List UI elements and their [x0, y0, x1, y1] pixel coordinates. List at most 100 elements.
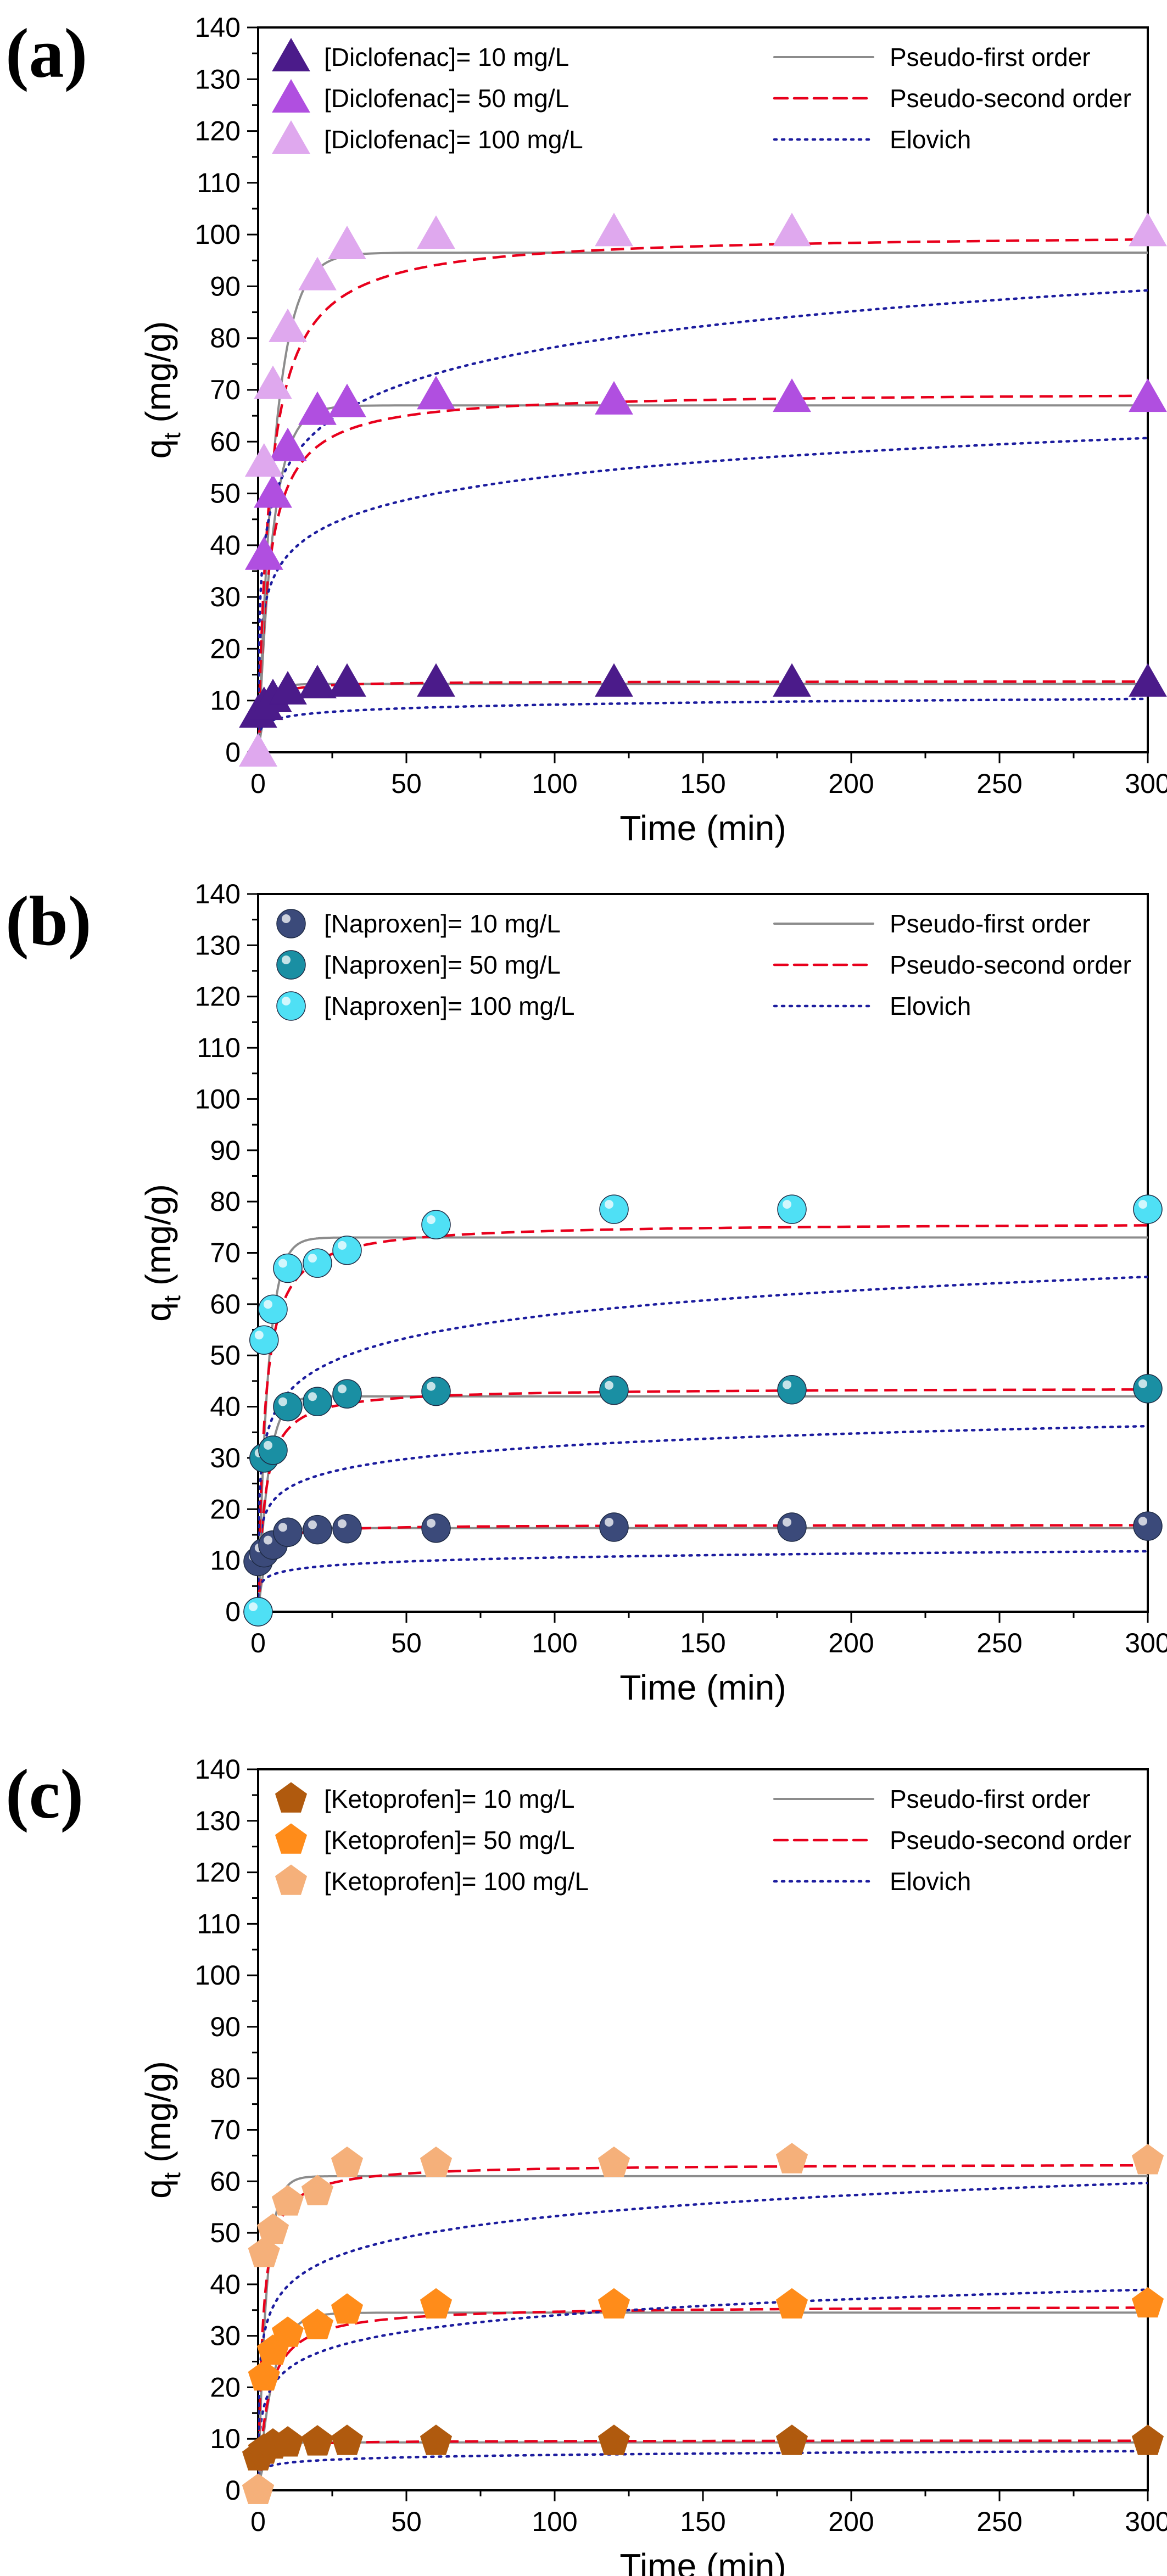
data-point-s2-p6-highlight — [427, 1215, 435, 1225]
y-tick-label: 70 — [210, 375, 241, 405]
y-tick-label: 110 — [197, 167, 241, 198]
y-tick-label: 40 — [210, 2269, 241, 2300]
pso-fit-curve-0 — [258, 1524, 1148, 1612]
x-tick-label: 300 — [1125, 2506, 1167, 2537]
data-point-s2-p0-highlight — [249, 1602, 258, 1611]
data-point-s0-p3-highlight — [278, 1523, 287, 1532]
panel-label: (a) — [5, 14, 87, 92]
data-point-s1-p7 — [599, 1375, 629, 1405]
data-point-s0-p6-highlight — [427, 1518, 435, 1528]
fit-legend-label-2: Elovich — [890, 1867, 971, 1896]
fit-legend: Pseudo-first order Pseudo-second order Elo… — [773, 1785, 1131, 1896]
legend-series-label-2: [Ketoprofen]= 100 mg/L — [324, 1867, 589, 1896]
y-label-main: q — [138, 2179, 178, 2199]
data-point-s1-p5-highlight — [338, 1384, 347, 1394]
data-point-s0-p9 — [1133, 1511, 1163, 1541]
y-tick-label: 130 — [195, 1806, 241, 1836]
data-point-s0-p7-highlight — [605, 1517, 613, 1527]
data-point-s2-p7-highlight — [605, 1200, 613, 1209]
pfo-fit-curve-0 — [258, 683, 1148, 752]
data-point-s2-p1 — [249, 1325, 279, 1355]
pfo-fit-curve-2 — [258, 1236, 1148, 1612]
legend-series-label-1: [Naproxen]= 50 mg/L — [324, 951, 561, 979]
data-point-s0-p5 — [332, 1514, 362, 1544]
elovich-fit-curve-0 — [258, 697, 1148, 752]
legend-marker-2 — [275, 1864, 308, 1895]
series-1-points — [242, 2287, 1164, 2504]
x-tick-label: 300 — [1125, 1628, 1167, 1658]
pfo-fit-curve-0 — [258, 2441, 1148, 2490]
y-tick-label: 0 — [225, 1596, 241, 1627]
data-point-s1-p5 — [331, 2293, 364, 2324]
x-tick-label: 0 — [250, 768, 266, 799]
y-label-sub: t — [159, 432, 186, 439]
data-point-s0-p6 — [421, 1513, 451, 1543]
panel-0: (a) 0 10 20 30 40 50 60 70 80 90 100 110 120 130 140 0 50… — [5, 12, 1167, 848]
legend-marker-2 — [276, 991, 306, 1021]
y-tick-label: 140 — [195, 1754, 241, 1785]
data-point-s2-p2 — [256, 2213, 289, 2244]
y-tick-label: 90 — [210, 1135, 241, 1166]
x-tick-label: 0 — [250, 1628, 266, 1658]
y-tick-label: 100 — [195, 219, 241, 250]
y-tick-label: 30 — [210, 1443, 241, 1473]
data-point-s2-p1-highlight — [254, 1331, 264, 1340]
y-tick-label: 120 — [195, 981, 241, 1012]
legend-series-label-0: [Diclofenac]= 10 mg/L — [324, 43, 569, 71]
panel-label: (b) — [5, 882, 91, 960]
fit-legend-label-0: Pseudo-first order — [890, 1785, 1091, 1813]
data-point-s1-p2-highlight — [264, 1440, 272, 1450]
legend-marker-1 — [276, 950, 306, 980]
data-point-s1-p6-highlight — [427, 1382, 435, 1391]
data-point-s2-p4 — [298, 256, 337, 290]
legend-marker-2 — [272, 120, 310, 154]
data-point-s1-p7-highlight — [605, 1381, 613, 1390]
y-tick-label: 40 — [210, 530, 241, 561]
y-label-sub: t — [159, 2172, 186, 2179]
y-tick-label: 130 — [195, 930, 241, 960]
elovich-fit-curve-1 — [258, 2288, 1148, 2490]
elovich-fit-curve-1 — [258, 1424, 1148, 1612]
y-tick-label: 90 — [210, 2011, 241, 2042]
series-2-points — [242, 2143, 1164, 2504]
data-point-s2-p4 — [303, 1248, 332, 1278]
data-point-s2-p8 — [775, 2143, 808, 2173]
data-point-s1-p4 — [298, 391, 337, 425]
data-point-s2-p3 — [273, 1253, 303, 1283]
data-point-s1-p3 — [269, 427, 307, 461]
legend-marker-1-highlight — [282, 955, 291, 964]
data-point-s2-p2 — [254, 365, 292, 399]
data-point-s2-p9 — [1133, 1194, 1163, 1224]
data-point-s0-p9 — [1131, 2424, 1164, 2455]
data-point-s1-p6 — [417, 376, 455, 410]
x-tick-label: 50 — [391, 2506, 422, 2537]
legend-marker-2-highlight — [282, 997, 291, 1005]
fit-legend: Pseudo-first order Pseudo-second order Elo… — [773, 909, 1131, 1020]
y-label-unit: (mg/g) — [138, 1184, 178, 1295]
data-point-s1-p7 — [595, 381, 633, 415]
x-tick-label: 50 — [391, 1628, 422, 1658]
pso-fit-curve-2 — [258, 238, 1148, 752]
data-point-s1-p3 — [271, 2316, 304, 2347]
data-point-s2-p0 — [239, 733, 277, 767]
y-tick-label: 120 — [195, 1857, 241, 1888]
data-point-s2-p5 — [328, 225, 366, 259]
legend-marker-0 — [275, 1782, 308, 1813]
x-tick-label: 150 — [680, 1628, 725, 1658]
data-point-s1-p9 — [1129, 378, 1167, 412]
data-point-s2-p3-highlight — [278, 1259, 287, 1268]
x-axis-label: Time (min) — [619, 2546, 786, 2576]
y-tick-label: 20 — [210, 633, 241, 664]
data-point-s0-p7 — [598, 2424, 630, 2455]
y-tick-label: 30 — [210, 582, 241, 612]
fit-legend-label-1: Pseudo-second order — [890, 1826, 1131, 1854]
x-tick-label: 250 — [976, 768, 1022, 799]
data-point-s0-p4-highlight — [308, 1520, 317, 1529]
data-point-s2-p4-highlight — [308, 1254, 317, 1263]
data-point-s2-p5 — [331, 2146, 364, 2177]
legend-marker-1 — [275, 1823, 308, 1854]
data-point-s0-p7 — [595, 663, 633, 697]
series-1-points — [243, 1374, 1163, 1627]
series-2-points — [239, 213, 1167, 767]
pfo-fit-curve-1 — [258, 1395, 1148, 1612]
